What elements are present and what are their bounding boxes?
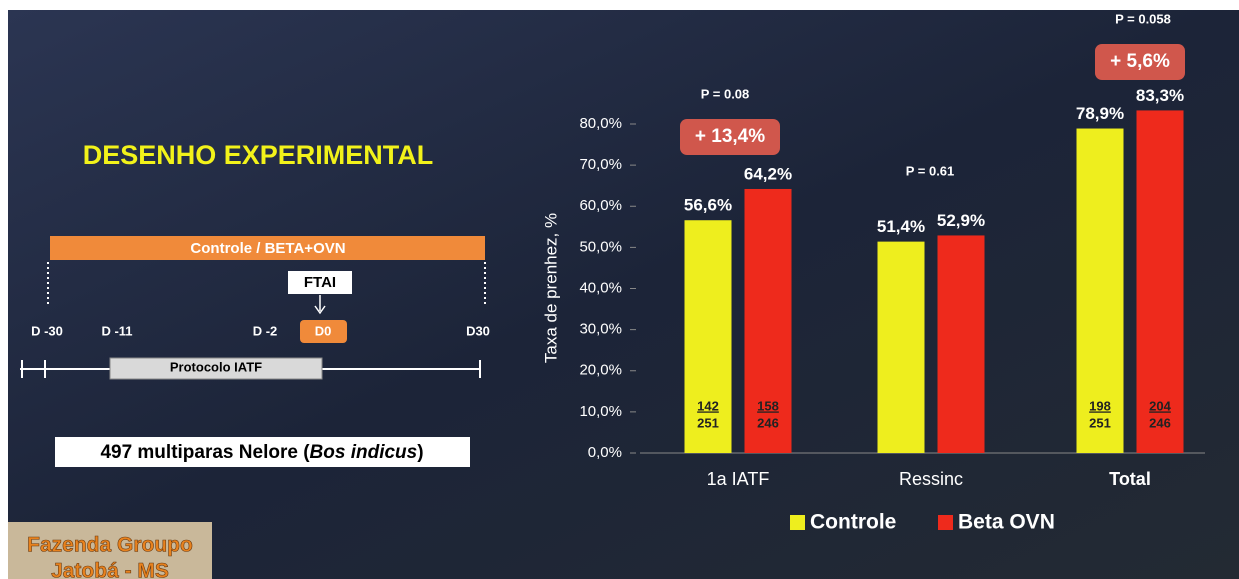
- count-numerator: 142: [697, 398, 719, 413]
- treatment-label: Controle / BETA+OVN: [190, 240, 345, 257]
- y-tick-label: 10,0%: [579, 403, 622, 420]
- animals-text: ): [417, 442, 423, 463]
- y-tick-label: 0,0%: [588, 444, 622, 461]
- animals-box: [55, 437, 470, 467]
- difference-label: + 13,4%: [695, 126, 765, 147]
- animals-text: 497 multiparas Nelore (: [100, 442, 310, 463]
- value-label: 64,2%: [744, 164, 792, 183]
- count-denominator: 246: [1149, 415, 1171, 430]
- p-value: P = 0.058: [1115, 11, 1171, 26]
- y-tick-label: 40,0%: [579, 279, 622, 296]
- x-tick-label: Ressinc: [899, 469, 963, 489]
- d0-box: [300, 320, 347, 343]
- y-tick-label: 50,0%: [579, 238, 622, 255]
- animals-label: 497 multiparas Nelore (Bos indicus): [100, 442, 423, 463]
- ftai-label: FTAI: [304, 274, 336, 291]
- legend-swatch: [938, 515, 953, 530]
- day-label: D -30: [31, 323, 63, 338]
- day-label: D0: [315, 323, 332, 338]
- bar: [1136, 110, 1184, 454]
- day-label: D -2: [253, 323, 278, 338]
- bar: [744, 188, 792, 454]
- x-tick-label: Total: [1109, 469, 1151, 489]
- count-numerator: 198: [1089, 398, 1111, 413]
- legend-swatch: [790, 515, 805, 530]
- day-label: D -11: [101, 323, 132, 338]
- difference-box: [1095, 44, 1185, 80]
- farm-label: Jatobá - MS: [51, 560, 169, 579]
- value-label: 78,9%: [1076, 104, 1124, 123]
- treatment-bar: [50, 236, 485, 260]
- value-label: 56,6%: [684, 196, 732, 215]
- count-denominator: 246: [757, 415, 779, 430]
- count-denominator: 251: [697, 415, 719, 430]
- bar: [877, 241, 925, 453]
- count-numerator: 158: [757, 398, 779, 413]
- y-tick-label: 60,0%: [579, 197, 622, 214]
- count-numerator: 204: [1149, 398, 1171, 413]
- value-label: 51,4%: [877, 217, 925, 236]
- count-denominator: 251: [1089, 415, 1111, 430]
- p-value: P = 0.08: [701, 86, 750, 101]
- animals-species: Bos indicus: [310, 442, 418, 463]
- p-value: P = 0.61: [906, 163, 955, 178]
- y-tick-label: 30,0%: [579, 321, 622, 338]
- y-tick-label: 20,0%: [579, 362, 622, 379]
- farm-box: [8, 522, 212, 579]
- bar: [937, 235, 985, 453]
- legend-label: Controle: [810, 511, 896, 534]
- value-label: 52,9%: [937, 211, 985, 230]
- bar: [684, 220, 732, 453]
- y-axis-label: Taxa de prenhez, %: [541, 213, 560, 363]
- background: [8, 10, 1239, 579]
- farm-label: Fazenda Groupo: [27, 534, 193, 557]
- value-label: 83,3%: [1136, 86, 1184, 105]
- legend-label: Beta OVN: [958, 511, 1055, 534]
- protocol-box: [109, 357, 323, 380]
- difference-box: [680, 119, 780, 155]
- difference-label: + 5,6%: [1110, 51, 1170, 72]
- y-tick-label: 80,0%: [579, 115, 622, 132]
- ftai-box: [288, 271, 352, 294]
- protocol-label: Protocolo IATF: [170, 359, 262, 374]
- x-tick-label: 1a IATF: [707, 469, 770, 489]
- bar: [1076, 128, 1124, 453]
- slide-title: DESENHO EXPERIMENTAL: [83, 140, 434, 170]
- arrow-head: [314, 305, 326, 315]
- day-label: D30: [466, 323, 490, 338]
- y-tick-label: 70,0%: [579, 156, 622, 173]
